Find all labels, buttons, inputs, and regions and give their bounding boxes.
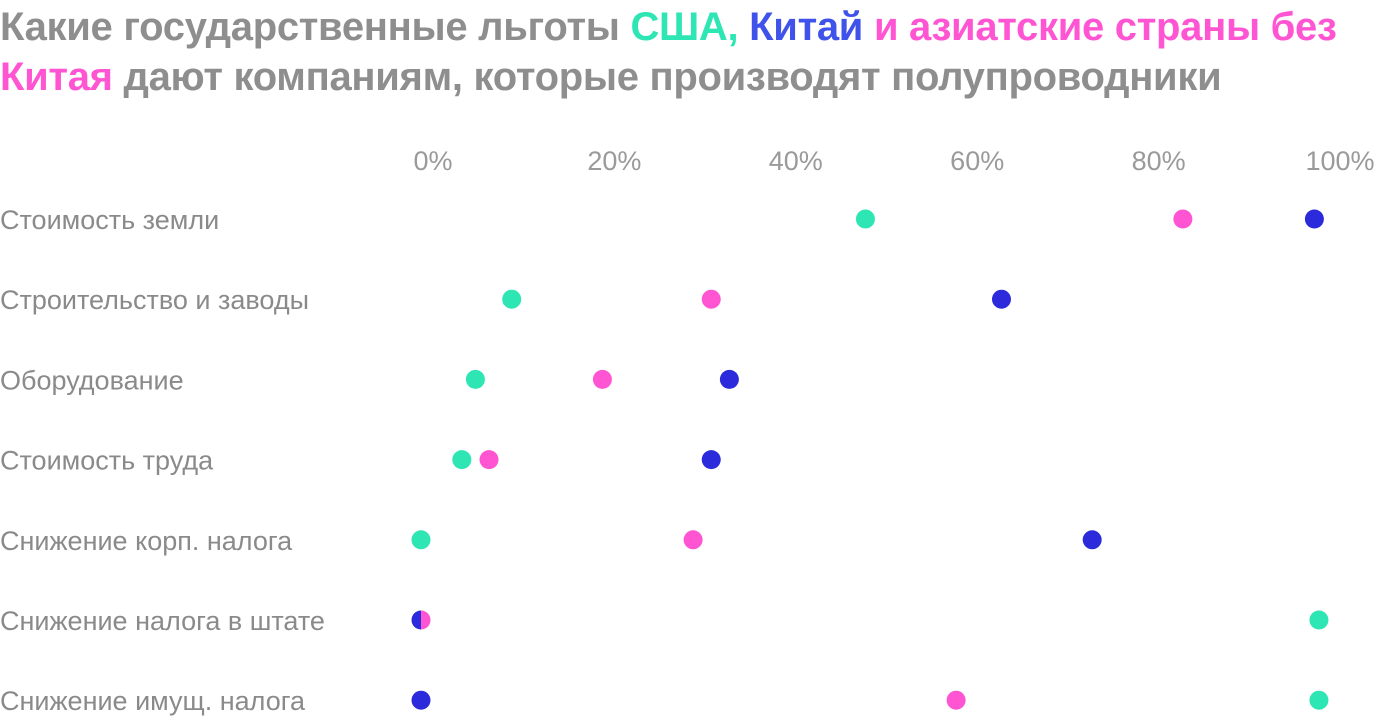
china-point bbox=[1304, 209, 1324, 229]
asia-point bbox=[701, 289, 721, 309]
asia-point bbox=[479, 450, 499, 470]
category-label: Снижение корп. налога bbox=[0, 526, 293, 556]
category-label: Строительство и заводы bbox=[0, 285, 309, 315]
x-axis-ticks: 0% 20% 40% 60% 80% 100% bbox=[413, 146, 1374, 176]
china-point bbox=[719, 369, 739, 389]
asia-point-half bbox=[421, 610, 431, 630]
asia-point bbox=[946, 690, 966, 710]
usa-point bbox=[855, 209, 875, 229]
asia-point bbox=[592, 369, 612, 389]
category-label: Снижение имущ. налога bbox=[0, 686, 306, 716]
china-point bbox=[701, 450, 721, 470]
x-tick-label: 20% bbox=[587, 146, 641, 176]
category-labels: Стоимость земли Строительство и заводы Обо… bbox=[0, 205, 325, 716]
china-point bbox=[1082, 530, 1102, 550]
x-tick-label: 40% bbox=[769, 146, 823, 176]
category-label: Стоимость земли bbox=[0, 205, 219, 235]
title-part-tail: дают компаниям, которые производят полуп… bbox=[112, 55, 1222, 99]
category-label: Оборудование bbox=[0, 365, 184, 395]
usa-point bbox=[465, 369, 485, 389]
usa-point bbox=[1309, 610, 1329, 630]
title-part-asia: и азиатские страны без Китая bbox=[0, 5, 1337, 99]
china-point bbox=[991, 289, 1011, 309]
usa-point bbox=[502, 289, 522, 309]
usa-point bbox=[411, 530, 431, 550]
x-tick-label: 100% bbox=[1305, 146, 1374, 176]
data-points bbox=[411, 209, 1329, 710]
usa-point bbox=[1309, 690, 1329, 710]
category-label: Снижение налога в штате bbox=[0, 606, 325, 636]
asia-point bbox=[1173, 209, 1193, 229]
x-tick-label: 0% bbox=[413, 146, 452, 176]
china-point bbox=[411, 690, 431, 710]
title-part-lead: Какие государственные льготы bbox=[0, 5, 631, 49]
chart-title: Какие государственные льготы США, Китай … bbox=[0, 2, 1400, 102]
x-tick-label: 80% bbox=[1132, 146, 1186, 176]
x-tick-label: 60% bbox=[950, 146, 1004, 176]
category-label: Стоимость труда bbox=[0, 446, 214, 476]
china-point-half bbox=[411, 610, 421, 630]
usa-point bbox=[452, 450, 472, 470]
title-part-china: Китай bbox=[749, 5, 864, 49]
asia-point bbox=[683, 530, 703, 550]
title-part-usa: США, bbox=[630, 5, 739, 49]
